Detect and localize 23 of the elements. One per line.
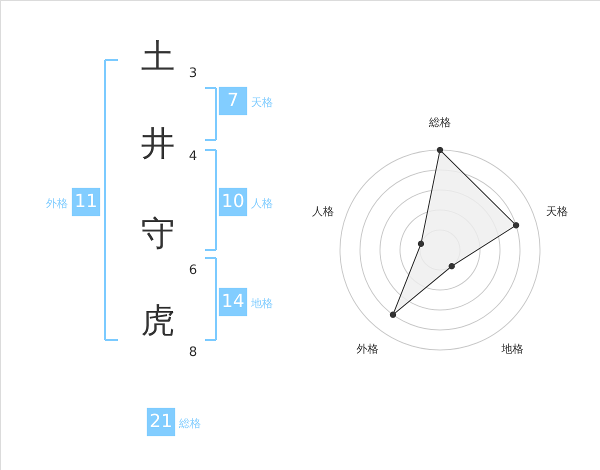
category-label: 土: [141, 37, 175, 77]
spoke-label: 総格: [428, 116, 451, 129]
spoke-label: 外格: [356, 342, 379, 356]
text: 21: [150, 411, 172, 432]
text: 外格: [46, 197, 68, 210]
spoke-label: 天格: [546, 204, 568, 218]
data-label: 3: [188, 66, 198, 81]
text: 7: [227, 90, 239, 111]
text: 11: [74, 191, 98, 212]
category-label: 井: [141, 124, 175, 164]
category-label: 虎: [141, 301, 175, 341]
category-label: 守: [141, 214, 175, 254]
text: 14: [222, 291, 244, 312]
text: 10: [222, 191, 244, 212]
text: 人格: [251, 197, 273, 210]
data-label: 4: [188, 149, 198, 164]
text: 天格: [251, 96, 273, 109]
text: 地格: [250, 297, 273, 310]
spoke-label: 人格: [312, 204, 334, 218]
spoke-label: 地格: [500, 342, 524, 356]
data-label: 6: [188, 263, 198, 278]
data-label: 8: [188, 345, 198, 360]
text: 総格: [178, 417, 201, 430]
